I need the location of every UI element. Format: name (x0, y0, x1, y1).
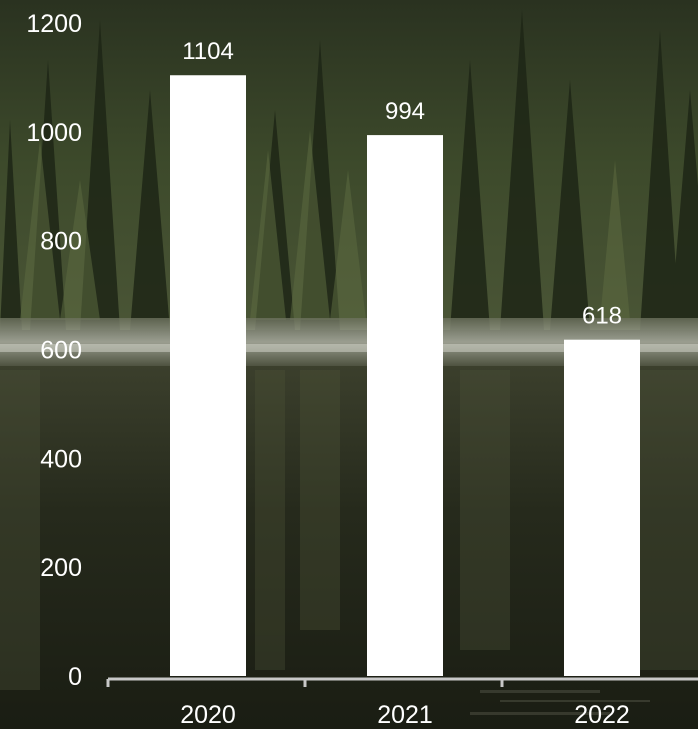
y-tick-label: 1200 (26, 10, 82, 38)
y-tick-label: 1000 (26, 119, 82, 147)
y-tick-label: 200 (40, 554, 82, 582)
data-label-2021: 994 (385, 98, 425, 125)
data-label-2022: 618 (582, 303, 622, 330)
y-tick-label: 400 (40, 445, 82, 473)
bar-2021 (367, 135, 443, 676)
data-labels: 1104 994 618 (182, 38, 622, 329)
x-category-label-2021: 2021 (377, 701, 433, 729)
x-axis-category-labels: 2020 2021 2022 (180, 701, 630, 729)
y-axis-tick-labels: 0 200 400 600 800 1000 1200 (26, 10, 82, 691)
x-axis-ticks (106, 679, 504, 687)
x-category-label-2022: 2022 (574, 701, 630, 729)
y-tick-label: 600 (40, 337, 82, 365)
bar-2022 (564, 339, 640, 676)
x-category-label-2020: 2020 (180, 701, 236, 729)
y-tick-label: 0 (68, 663, 82, 691)
data-label-2020: 1104 (182, 38, 234, 65)
bars (170, 75, 640, 677)
bar-2020 (170, 75, 246, 677)
y-tick-label: 800 (40, 228, 82, 256)
